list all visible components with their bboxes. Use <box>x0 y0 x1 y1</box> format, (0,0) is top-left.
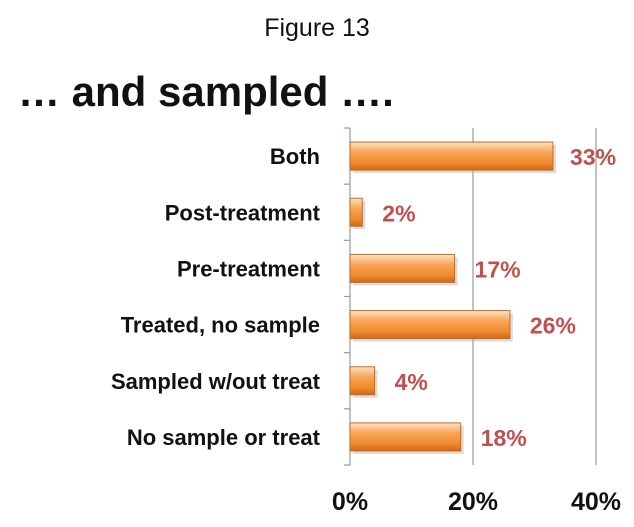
x-tick-label: 40% <box>571 488 621 516</box>
bar <box>349 310 511 340</box>
category-label: Treated, no sample <box>121 313 320 338</box>
bar <box>349 141 554 171</box>
data-label: 17% <box>475 256 521 282</box>
data-label: 26% <box>530 313 576 339</box>
x-tick-label: 0% <box>332 488 368 516</box>
data-label: 4% <box>395 369 428 395</box>
category-label: Post-treatment <box>165 200 321 225</box>
x-tick-label: 20% <box>448 488 498 516</box>
bar <box>349 197 363 227</box>
data-label: 18% <box>481 425 527 451</box>
data-label: 33% <box>570 144 616 170</box>
data-label: 2% <box>382 200 415 226</box>
bar <box>349 253 456 283</box>
figure-label: Figure 13 <box>264 14 370 42</box>
category-label: Sampled w/out treat <box>111 369 321 394</box>
bar <box>349 422 462 452</box>
page-title: … and sampled …. <box>18 68 394 115</box>
bar <box>349 366 376 396</box>
category-label: Pre-treatment <box>177 256 321 281</box>
category-label: Both <box>270 144 320 169</box>
category-label: No sample or treat <box>127 425 321 450</box>
